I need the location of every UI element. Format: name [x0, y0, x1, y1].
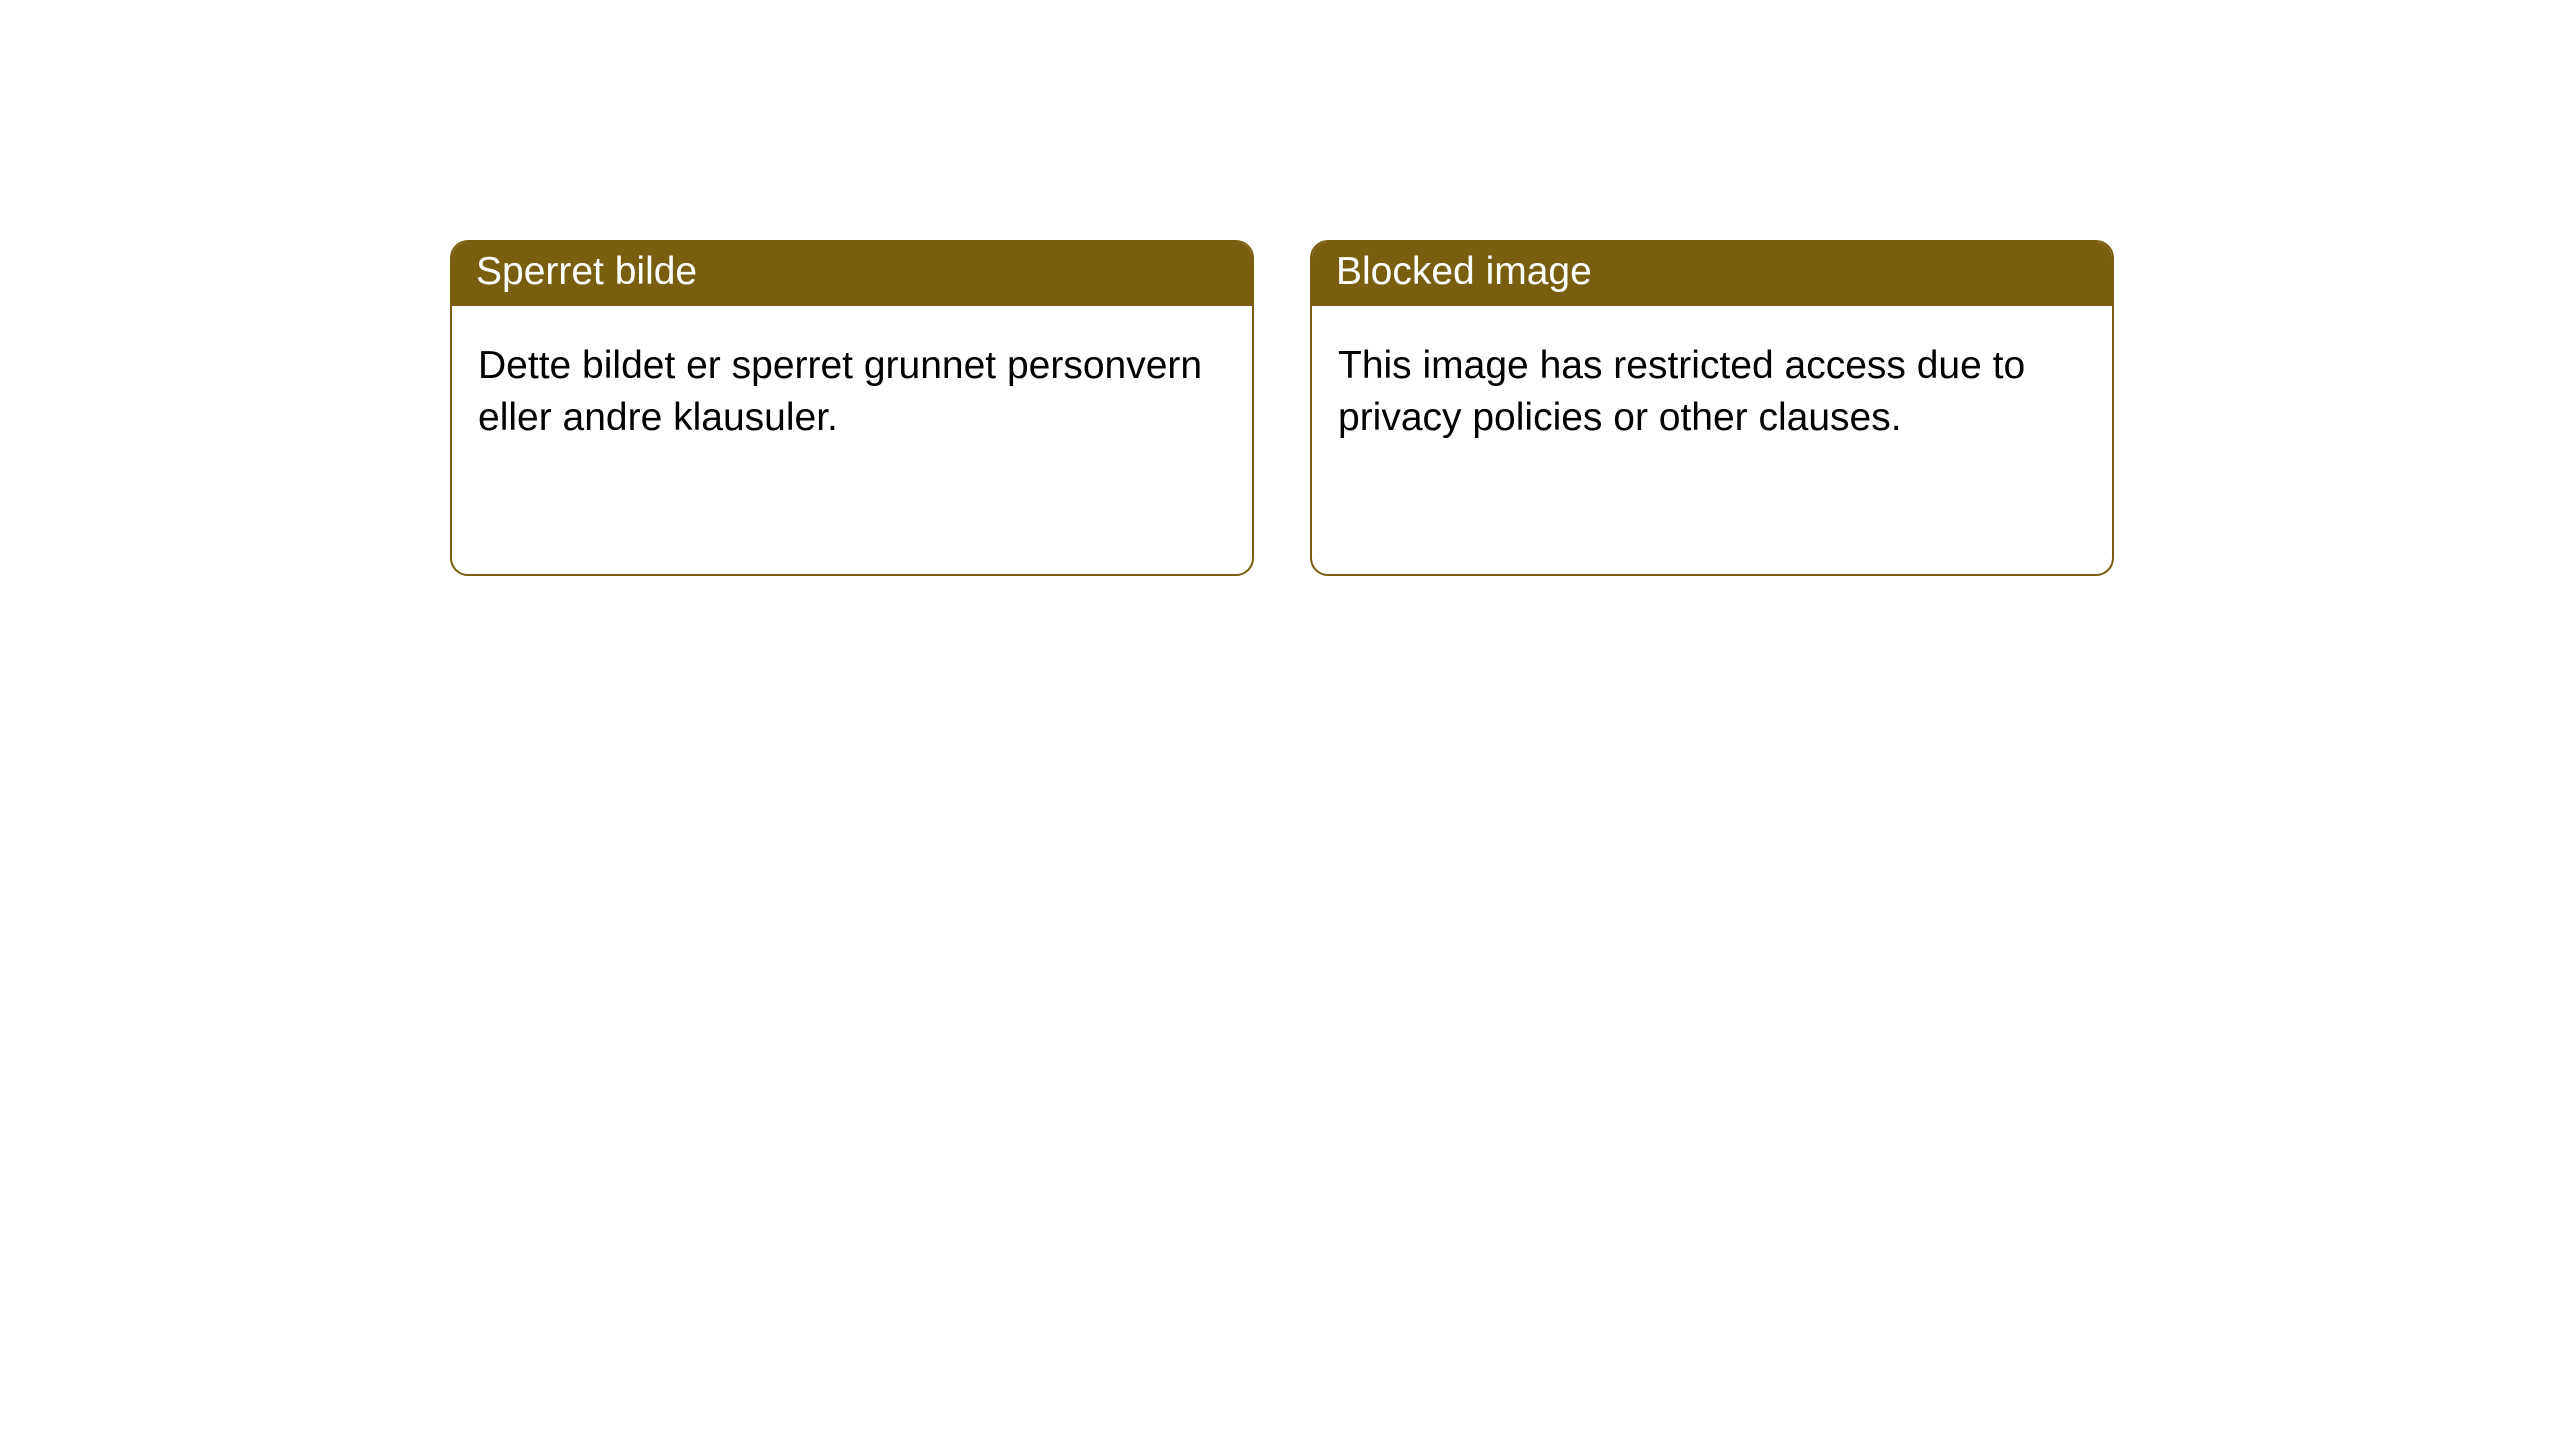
- notice-box-english: Blocked image This image has restricted …: [1310, 240, 2114, 576]
- notice-box-norwegian: Sperret bilde Dette bildet er sperret gr…: [450, 240, 1254, 576]
- notice-body-english: This image has restricted access due to …: [1312, 306, 2112, 478]
- notice-container: Sperret bilde Dette bildet er sperret gr…: [0, 0, 2560, 576]
- notice-header-norwegian: Sperret bilde: [452, 242, 1252, 306]
- notice-body-norwegian: Dette bildet er sperret grunnet personve…: [452, 306, 1252, 478]
- notice-header-english: Blocked image: [1312, 242, 2112, 306]
